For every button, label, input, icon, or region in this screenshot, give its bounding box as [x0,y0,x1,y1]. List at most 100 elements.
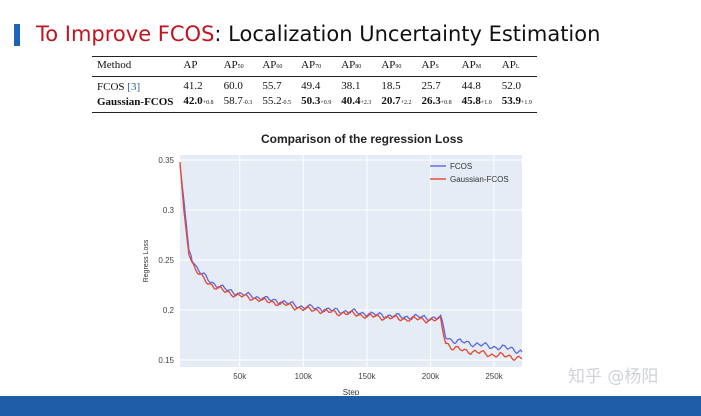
value-cell: 41.2 [178,77,218,96]
header-main: AP [223,59,238,71]
table-row: Gaussian-FCOS 42.0+0.8 58.7-0.3 55.2-0.5 50.… [92,95,537,113]
cell-value: 25.7 [421,80,441,92]
value-cell: 55.7 [257,77,296,96]
method-name: FCOS [97,81,125,93]
chart-title: Comparison of the regression Loss [261,132,464,146]
header-main: AP [341,59,356,71]
header-main: AP [301,59,316,71]
x-tick-label: 100k [295,372,313,381]
value-cell: 20.7+2.2 [376,95,416,113]
method-cell: Gaussian-FCOS [92,95,178,113]
header-subscript: M [475,64,482,70]
table-header-cell: APL [497,57,537,77]
table-body: FCOS [3] 41.2 60.0 55.7 49.4 38.1 18.5 25.7 44.8… [92,77,537,113]
regression-loss-chart: 0.15 0.2 0.25 0.3 0.35 50k 100k 150k 200k 250k Ste… [143,155,523,395]
title-accent-text: To Improve FCOS [36,22,215,46]
cell-value: 18.5 [381,80,401,92]
table-row: FCOS [3] 41.2 60.0 55.7 49.4 38.1 18.5 25.7 44.8… [92,77,537,96]
value-cell: 26.3+0.8 [416,95,456,113]
value-cell: 45.8+1.0 [457,95,497,113]
cell-value: 49.4 [301,80,321,92]
cell-delta: -0.5 [281,100,292,106]
x-tick-label: 150k [358,372,376,381]
cell-value: 26.3 [421,95,441,107]
header-subscript: 50 [237,64,244,70]
cell-delta: +2.3 [360,100,372,106]
value-cell: 42.0+0.8 [178,95,218,113]
title-rest-text: : Localization Uncertainty Estimation [214,22,601,46]
header-main: AP [421,59,436,71]
value-cell: 38.1 [336,77,376,96]
value-cell: 49.4 [296,77,336,96]
table-header-cell: AP90 [376,57,416,77]
title-accent-bar [14,24,20,46]
x-tick-label: 250k [485,372,503,381]
value-cell: 44.8 [457,77,497,96]
x-tick-label: 50k [233,372,247,381]
series-line-fcos [179,164,523,354]
cell-value: 44.8 [461,80,481,92]
value-cell: 55.2-0.5 [257,95,296,113]
x-axis-label: Step [343,388,360,395]
cell-delta: +1.0 [480,100,492,106]
legend-label: Gaussian-FCOS [450,175,509,184]
results-table: Method AP AP50 AP60 AP70 AP80 AP90 APS APM APL FC… [92,56,537,113]
cell-delta: +1.9 [521,100,532,106]
table-header-row: Method AP AP50 AP60 AP70 AP80 AP90 APS APM APL [92,56,537,77]
table-header-cell: AP50 [219,57,258,77]
plot-area [180,155,522,367]
y-tick-label: 0.15 [158,356,174,365]
value-cell: 25.7 [416,77,456,96]
value-cell: 60.0 [219,77,258,96]
x-tick-label: 200k [422,372,440,381]
value-cell: 52.0 [497,77,537,96]
table-header-cell: Method [92,57,178,77]
header-main: AP [183,59,198,71]
cell-delta: -0.3 [242,100,253,106]
cell-delta: +0.8 [440,100,452,106]
value-cell: 53.9+1.9 [497,95,537,113]
header-main: Method [97,59,132,71]
cell-delta: +2.2 [400,100,412,106]
legend-label: FCOS [450,162,472,171]
value-cell: 18.5 [376,77,416,96]
y-tick-label: 0.25 [158,256,174,265]
table-header-cell: AP [178,57,218,77]
value-cell: 50.3+0.9 [296,95,336,113]
table-header-cell: APM [457,57,497,77]
cell-delta: +0.9 [320,100,332,106]
header-subscript: 60 [276,64,283,70]
slide-title: To Improve FCOS: Localization Uncertaint… [36,22,600,46]
table-header-cell: AP70 [296,57,336,77]
header-subscript: S [435,64,439,70]
cell-value: 60.0 [223,80,243,92]
header-subscript: L [515,64,520,70]
header-main: AP [262,59,277,71]
table-header-cell: APS [416,57,456,77]
cell-value: 53.9 [501,95,522,107]
cell-value: 55.7 [262,80,282,92]
cell-value: 52.0 [501,80,522,92]
cell-value: 40.4 [341,95,361,107]
method-name: Gaussian-FCOS [97,96,174,108]
cell-value: 45.8 [461,95,481,107]
y-axis-label: Regress Loss [143,239,150,282]
citation-link[interactable]: [3] [127,81,141,93]
cell-delta: +0.8 [202,100,214,106]
cell-value: 50.3 [301,95,321,107]
header-subscript: 90 [395,64,402,70]
cell-value: 42.0 [183,95,203,107]
cell-value: 38.1 [341,80,361,92]
cell-value: 58.7 [223,95,243,107]
bottom-bar [0,396,701,416]
header-subscript: 70 [315,64,322,70]
y-tick-label: 0.2 [163,306,175,315]
header-subscript: 80 [355,64,362,70]
y-tick-label: 0.3 [163,206,175,215]
y-tick-label: 0.35 [158,156,174,165]
value-cell: 58.7-0.3 [219,95,258,113]
method-cell: FCOS [3] [92,77,178,96]
cell-value: 55.2 [262,95,282,107]
value-cell: 40.4+2.3 [336,95,376,113]
series-line-gaussian-fcos [179,161,523,361]
